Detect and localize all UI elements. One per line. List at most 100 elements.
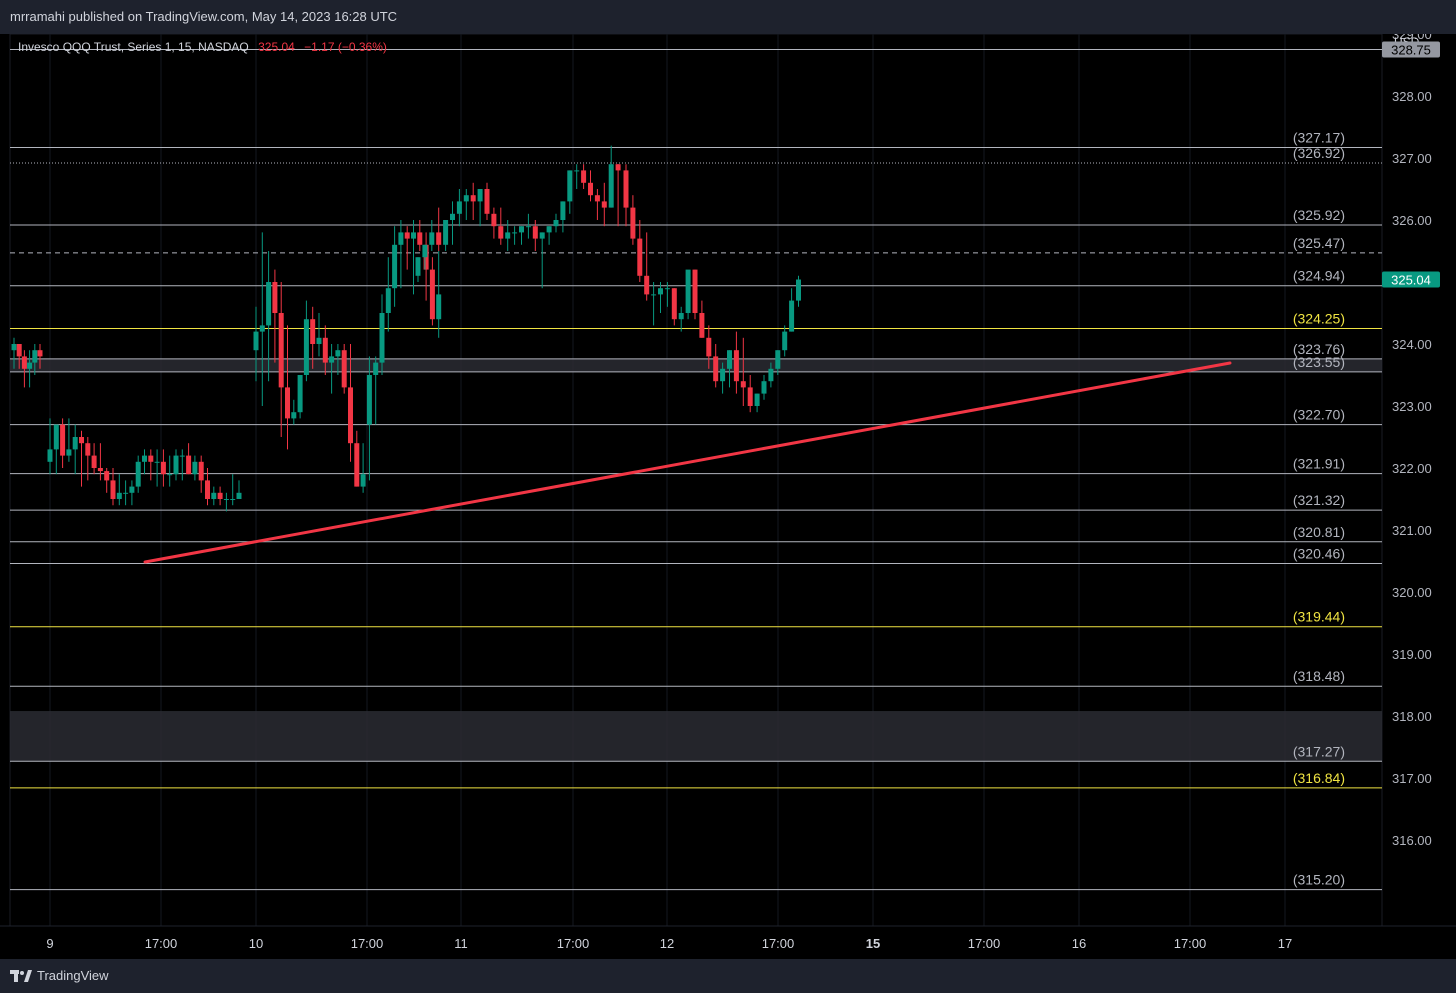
tradingview-logo[interactable]: TradingView	[10, 968, 109, 983]
candle-body	[230, 499, 236, 500]
candle-body	[456, 201, 462, 214]
candle-body	[560, 201, 566, 220]
level-label: (320.46)	[1293, 545, 1345, 561]
candle-body	[546, 226, 552, 233]
candle-body	[297, 375, 303, 413]
level-label: (322.70)	[1293, 407, 1345, 423]
level-label: (327.17)	[1293, 129, 1345, 145]
legend-symbol: Invesco QQQ Trust, Series 1, 15, NASDAQ	[18, 40, 249, 54]
candle-body	[594, 195, 600, 202]
x-axis-tick-label: 10	[249, 936, 263, 951]
candle-body	[253, 331, 259, 351]
candle-body	[398, 232, 404, 245]
candle-body	[21, 356, 27, 369]
publish-info: mrramahi published on TradingView.com, M…	[0, 0, 1456, 34]
candle-body	[630, 207, 636, 239]
candle-body	[285, 387, 290, 419]
candle-body	[66, 449, 72, 456]
candle-body	[581, 170, 587, 183]
candle-body	[186, 455, 192, 475]
candle-body	[768, 368, 774, 382]
y-axis-tick-label: 321.00	[1392, 523, 1432, 538]
candle-body	[91, 455, 97, 468]
chart-area[interactable]: (327.17) (326.92) (325.92) (325.47) (324.94)…	[0, 34, 1456, 959]
y-axis-tick-label: 319.00	[1392, 647, 1432, 662]
candle-body	[754, 393, 760, 406]
candle-body	[436, 294, 442, 320]
trendline	[143, 361, 1232, 564]
candle-body	[47, 449, 53, 462]
candle-body	[360, 474, 366, 487]
x-axis-tick-label: 17:00	[1174, 936, 1207, 951]
level-label: (317.27)	[1293, 743, 1345, 759]
candle-body	[266, 282, 272, 326]
y-axis-tick-label: 329.00	[1392, 34, 1432, 42]
level-label: (323.76)	[1293, 341, 1345, 357]
candle-body	[53, 424, 59, 450]
candle-body	[429, 232, 435, 245]
candle-body	[135, 461, 141, 487]
candle-body	[623, 170, 629, 208]
candle-body	[644, 275, 650, 295]
price-badge	[1382, 41, 1440, 58]
candle-body	[450, 213, 455, 220]
candle-body	[422, 244, 428, 258]
candle-body	[303, 319, 309, 375]
candle-body	[553, 220, 559, 227]
candle-body	[366, 375, 372, 425]
price-badge-label: 325.04	[1391, 273, 1431, 288]
candle-body	[291, 412, 297, 419]
candle-body	[85, 443, 91, 456]
candle-body	[259, 325, 265, 332]
candle-body	[72, 437, 78, 450]
candle-body	[608, 164, 614, 208]
candle-body	[316, 337, 322, 344]
candle-body	[104, 471, 110, 481]
x-axis-tick-label: 9	[46, 936, 53, 951]
candle-body	[11, 344, 17, 351]
candle-body	[761, 381, 767, 394]
candle-body	[747, 387, 753, 406]
candle-body	[671, 288, 677, 320]
candle-body	[574, 170, 580, 172]
candle-body	[148, 455, 154, 462]
legend-last-price: 325.04	[258, 40, 295, 54]
candle-body	[775, 350, 781, 369]
candle-body	[373, 362, 379, 375]
candle-body	[678, 313, 684, 320]
candle-body	[154, 461, 160, 463]
x-axis-tick-label: 17:00	[968, 936, 1001, 951]
candle-body	[692, 269, 698, 313]
y-axis-tick-label: 320.00	[1392, 585, 1432, 600]
candle-body	[415, 257, 421, 276]
candle-body	[79, 437, 84, 444]
level-label: (315.20)	[1293, 872, 1345, 888]
candle-body	[97, 468, 103, 472]
candle-body	[116, 492, 122, 499]
symbol-legend: Invesco QQQ Trust, Series 1, 15, NASDAQ …	[18, 40, 387, 54]
footer-bar: TradingView	[0, 959, 1456, 993]
candle-body	[706, 337, 712, 357]
candle-body	[329, 356, 335, 363]
price-zone	[10, 358, 1382, 372]
plot-frame	[9, 34, 1383, 927]
candle-body	[470, 195, 476, 202]
x-axis-tick-label: 15	[866, 936, 880, 951]
candle-body	[272, 282, 278, 313]
candle-body	[727, 350, 732, 369]
level-label: (320.81)	[1293, 524, 1345, 540]
candle-body	[27, 362, 33, 369]
x-axis-tick-label: 17:00	[145, 936, 178, 951]
price-badge-label: 328.75	[1391, 43, 1431, 58]
candle-body	[392, 244, 398, 289]
candle-body	[32, 350, 38, 363]
price-chart[interactable]: (327.17)(326.92) (325.92) (325.47) (324.94)…	[0, 34, 1456, 959]
candle-body	[173, 455, 179, 475]
candle-body	[789, 300, 795, 332]
tradingview-logo-icon	[10, 969, 32, 982]
level-label: (319.44)	[1293, 609, 1345, 625]
candle-body	[477, 189, 483, 202]
candle-body	[322, 337, 328, 363]
candle-body	[423, 244, 429, 270]
candle-body	[236, 492, 242, 499]
